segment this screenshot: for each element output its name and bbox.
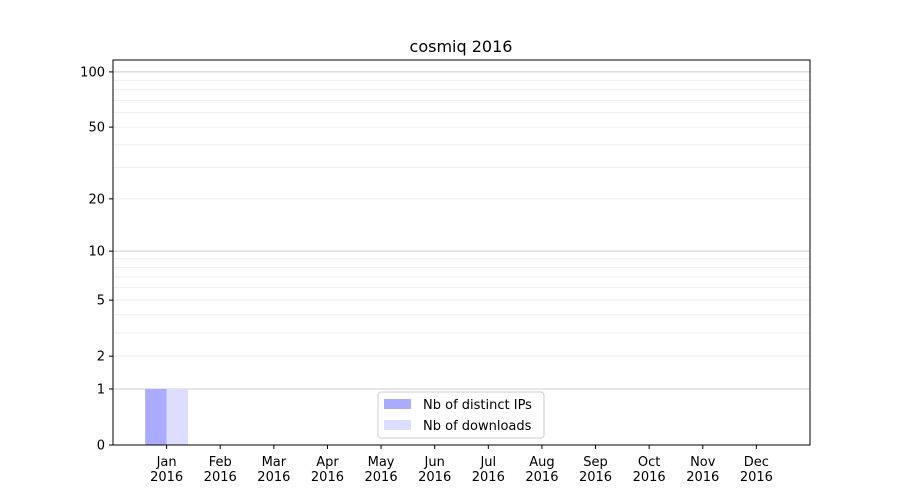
- y-axis: 0 1 2 5 10 20 50 100: [80, 65, 113, 454]
- y-tick-label: 10: [88, 245, 105, 260]
- y-tick-label: 5: [97, 294, 105, 309]
- x-tick-label: Apr: [316, 455, 339, 470]
- x-tick-label: 2016: [579, 470, 612, 485]
- x-tick-label: May: [368, 455, 395, 470]
- x-tick-label: 2016: [150, 470, 183, 485]
- legend-swatch: [384, 420, 411, 430]
- x-tick-label: 2016: [740, 470, 773, 485]
- gridlines: [113, 71, 810, 390]
- x-tick-label: 2016: [311, 470, 344, 485]
- plot-frame: [112, 59, 811, 446]
- y-tick-label: 20: [88, 192, 105, 207]
- bar: [166, 388, 189, 445]
- x-tick-label: Aug: [529, 455, 554, 470]
- x-tick-label: 2016: [686, 470, 719, 485]
- bars: [145, 388, 189, 445]
- y-tick-label: 0: [97, 439, 105, 454]
- x-tick-label: 2016: [472, 470, 505, 485]
- x-tick-label: Jan: [156, 455, 177, 470]
- y-tick-label: 1: [97, 382, 105, 397]
- x-tick-label: Mar: [262, 455, 287, 470]
- chart-title: cosmiq 2016: [410, 37, 513, 56]
- x-tick-label: 2016: [633, 470, 666, 485]
- bar: [145, 388, 167, 445]
- legend-label: Nb of distinct IPs: [423, 398, 532, 413]
- x-tick-label: Dec: [744, 455, 769, 470]
- x-tick-label: 2016: [525, 470, 558, 485]
- x-axis: Jan2016Feb2016Mar2016Apr2016May2016Jun20…: [150, 445, 773, 485]
- x-tick-label: Nov: [690, 455, 716, 470]
- x-tick-label: Jun: [424, 455, 445, 470]
- x-tick-label: 2016: [418, 470, 451, 485]
- x-tick-label: 2016: [257, 470, 290, 485]
- legend-swatch: [384, 399, 411, 409]
- x-tick-label: Oct: [638, 455, 660, 470]
- x-tick-label: Sep: [583, 455, 608, 470]
- x-tick-label: 2016: [365, 470, 398, 485]
- y-tick-label: 100: [80, 65, 105, 80]
- legend-box: [377, 391, 545, 439]
- legend: Nb of distinct IPs Nb of downloads: [377, 391, 545, 439]
- x-tick-label: 2016: [204, 470, 237, 485]
- x-tick-label: Feb: [209, 455, 232, 470]
- legend-label: Nb of downloads: [423, 419, 532, 434]
- y-tick-label: 50: [88, 121, 105, 136]
- x-tick-label: Jul: [479, 455, 496, 470]
- y-tick-label: 2: [97, 350, 105, 365]
